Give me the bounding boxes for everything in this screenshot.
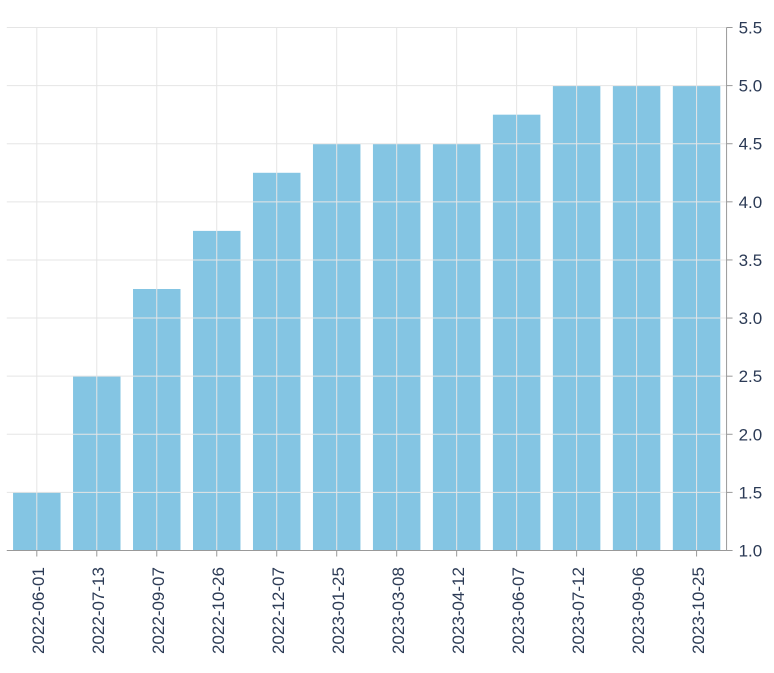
- svg-text:1.0: 1.0: [739, 542, 763, 561]
- svg-text:2.5: 2.5: [739, 367, 763, 386]
- svg-text:4.5: 4.5: [739, 135, 763, 154]
- svg-text:5.5: 5.5: [739, 19, 763, 38]
- svg-text:5.0: 5.0: [739, 77, 763, 96]
- svg-text:2.0: 2.0: [739, 425, 763, 444]
- svg-text:3.0: 3.0: [739, 309, 763, 328]
- svg-text:3.5: 3.5: [739, 251, 763, 270]
- svg-text:1.5: 1.5: [739, 483, 763, 502]
- svg-text:4.0: 4.0: [739, 193, 763, 212]
